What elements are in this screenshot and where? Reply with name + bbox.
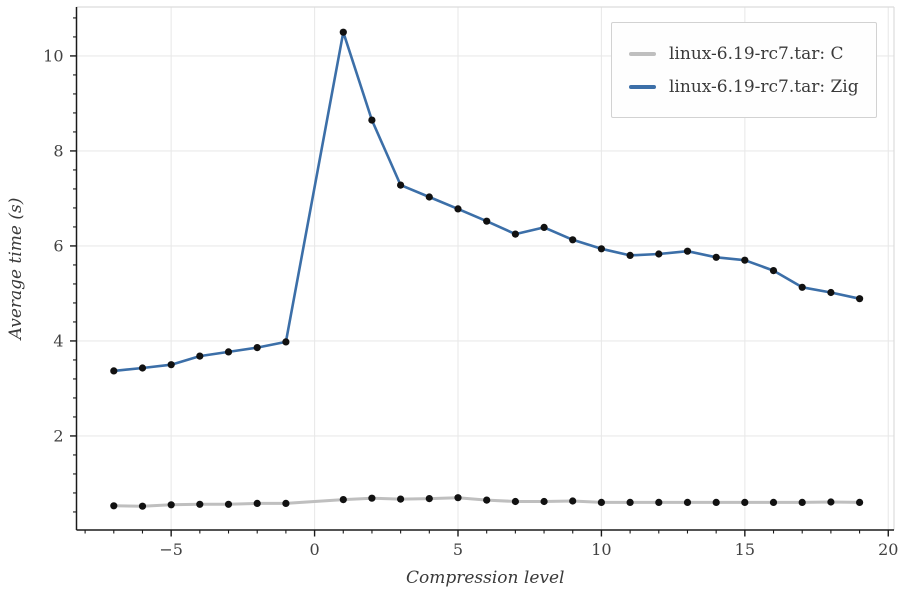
- data-point: [339, 28, 347, 36]
- data-point: [138, 364, 147, 372]
- y-tick-label: 2: [53, 426, 63, 445]
- data-point: [454, 205, 462, 213]
- data-point: [827, 498, 835, 506]
- data-point: [626, 498, 634, 506]
- y-tick-label: 8: [53, 141, 63, 160]
- data-point: [253, 499, 261, 507]
- x-tick-label: 10: [591, 540, 611, 559]
- y-tick-label: 4: [53, 331, 63, 350]
- x-tick-label: 15: [735, 540, 755, 559]
- data-point: [224, 500, 233, 508]
- legend-item-c: linux-6.19-rc7.tar: C: [629, 44, 876, 64]
- data-point: [597, 498, 606, 506]
- series-line-0: [112, 496, 862, 508]
- data-point: [483, 217, 491, 225]
- data-point: [712, 498, 720, 506]
- data-point: [282, 499, 290, 507]
- x-tick-label: 20: [878, 540, 898, 559]
- legend-swatch-zig: [629, 84, 656, 89]
- data-point: [655, 498, 663, 506]
- data-point: [741, 498, 749, 506]
- data-point: [196, 352, 204, 360]
- data-point: [253, 344, 261, 352]
- x-tick-label: 5: [453, 540, 463, 559]
- x-tick-label: −5: [159, 540, 183, 559]
- y-tick-label: 10: [43, 46, 63, 65]
- legend-item-zig: linux-6.19-rc7.tar: Zig: [629, 77, 876, 97]
- data-point: [397, 495, 405, 503]
- data-point: [798, 498, 806, 506]
- legend: linux-6.19-rc7.tar: C linux-6.19-rc7.tar…: [611, 22, 877, 118]
- data-point: [167, 501, 175, 509]
- data-point: [167, 361, 175, 369]
- data-point: [110, 502, 118, 510]
- data-point: [425, 495, 433, 503]
- data-point: [397, 181, 405, 189]
- data-point: [368, 494, 376, 502]
- data-point: [511, 497, 519, 506]
- data-point: [454, 494, 462, 502]
- data-point: [741, 256, 749, 264]
- data-point: [483, 496, 491, 504]
- data-point: [712, 253, 720, 261]
- data-point: [511, 230, 519, 238]
- data-point: [110, 367, 118, 375]
- data-point: [540, 223, 548, 231]
- data-point: [655, 250, 663, 258]
- data-point: [683, 498, 692, 506]
- legend-label-zig: linux-6.19-rc7.tar: Zig: [669, 76, 859, 97]
- series-line-1: [112, 30, 861, 373]
- x-tick-label: 0: [309, 540, 319, 559]
- legend-swatch-c: [629, 51, 656, 56]
- data-point: [769, 267, 778, 275]
- x-axis-label: Compression level: [406, 568, 565, 588]
- data-point: [368, 116, 376, 124]
- legend-label-c: linux-6.19-rc7.tar: C: [669, 43, 844, 64]
- data-point: [138, 502, 147, 510]
- data-point: [224, 348, 233, 356]
- data-point: [856, 498, 864, 506]
- data-point: [339, 496, 347, 504]
- data-point: [196, 500, 204, 508]
- data-point: [425, 193, 433, 201]
- data-point: [569, 497, 577, 505]
- data-point: [683, 247, 692, 255]
- y-tick-label: 6: [53, 236, 63, 255]
- data-point: [827, 288, 835, 297]
- y-axis-label: Average time (s): [6, 198, 26, 342]
- data-point: [540, 497, 548, 506]
- data-point: [569, 236, 577, 244]
- data-point: [597, 245, 606, 253]
- data-point: [769, 498, 778, 506]
- data-point: [798, 283, 806, 291]
- data-point: [856, 295, 864, 303]
- data-point: [282, 338, 290, 346]
- data-point: [626, 251, 634, 259]
